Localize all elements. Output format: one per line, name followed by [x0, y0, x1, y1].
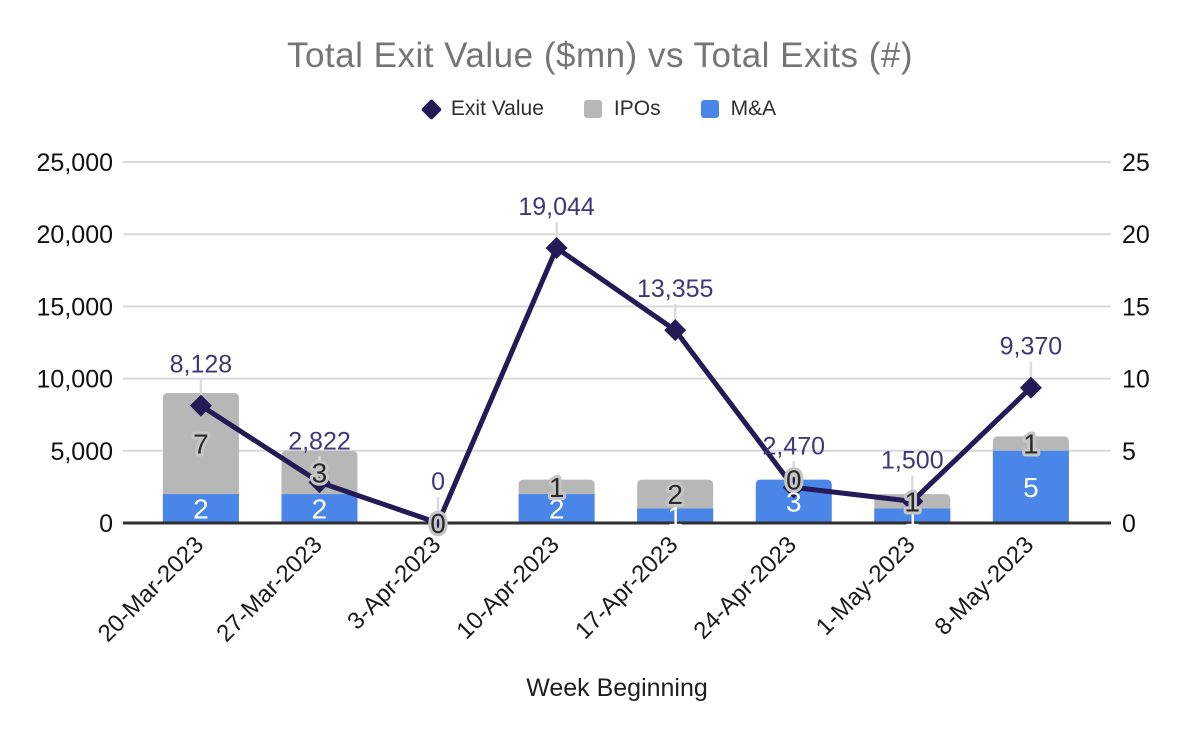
x-axis-label: 3-Apr-2023: [342, 531, 446, 635]
ipos-segment-label: 1: [549, 472, 565, 503]
x-axis-label: 24-Apr-2023: [689, 531, 802, 644]
legend-label: IPOs: [613, 97, 661, 120]
x-axis-label: 17-Apr-2023: [570, 531, 683, 644]
exit-value-point[interactable]: [545, 237, 568, 260]
exit-value-label: 19,044: [518, 193, 595, 221]
ipos-segment-label: 1: [905, 486, 921, 517]
exit-value-point[interactable]: [189, 394, 212, 417]
mna-bar-segment[interactable]: [281, 494, 358, 523]
square-marker-icon: [700, 100, 719, 118]
mna-segment-label: 5: [1023, 472, 1039, 503]
square-marker-icon: [583, 100, 602, 118]
exit-value-label: 2,470: [762, 432, 825, 460]
exit-value-point[interactable]: [1019, 376, 1042, 399]
ipos-segment-label: 1: [1023, 429, 1039, 460]
mna-segment-label: 2: [193, 494, 209, 525]
mna-segment-label: 1: [667, 501, 683, 532]
legend-label: Exit Value: [450, 97, 544, 120]
ipos-segment-label: 0: [786, 465, 802, 496]
ipos-segment-label: 3: [312, 457, 328, 488]
left-axis-tick: 15,000: [37, 293, 113, 321]
exit-value-label: 13,355: [637, 275, 713, 303]
x-axis-label: 10-Apr-2023: [451, 531, 564, 644]
right-axis-tick: 20: [1122, 221, 1150, 249]
exit-value-label: 1,500: [881, 446, 944, 474]
right-axis-tick: 5: [1122, 438, 1136, 466]
mna-bar-segment[interactable]: [992, 450, 1069, 523]
legend-item-exit-value[interactable]: Exit Value: [420, 97, 544, 121]
legend-label: M&A: [730, 97, 777, 120]
left-axis-tick: 5,000: [50, 438, 113, 466]
mna-segment-label: 3: [786, 486, 802, 517]
exit-value-point[interactable]: [664, 319, 687, 342]
ipos-segment-label: 2: [667, 479, 683, 510]
x-axis-label: 27-Mar-2023: [211, 531, 327, 647]
exit-value-point[interactable]: [782, 476, 805, 499]
left-axis-tick: 20,000: [37, 221, 113, 249]
mna-segment-label: 2: [312, 494, 328, 525]
left-axis-tick: 0: [99, 510, 113, 538]
exit-value-point[interactable]: [427, 512, 450, 534]
exit-value-label: 9,370: [1000, 333, 1063, 361]
exit-value-label: 0: [431, 468, 445, 496]
mna-bar-segment[interactable]: [518, 494, 595, 523]
left-axis-tick: 25,000: [37, 149, 113, 177]
mna-bar-segment[interactable]: [874, 508, 951, 523]
mna-segment-label: 2: [549, 494, 565, 525]
right-axis-tick: 25: [1122, 149, 1150, 177]
exit-value-label: 8,128: [170, 351, 233, 379]
legend: Exit Value IPOs M&A: [0, 97, 1200, 121]
legend-item-ipos[interactable]: IPOs: [583, 97, 661, 121]
exit-value-point[interactable]: [308, 471, 331, 494]
mna-bar-segment[interactable]: [637, 508, 714, 523]
x-axis-label: 20-Mar-2023: [93, 531, 209, 647]
left-axis-tick: 10,000: [37, 366, 113, 394]
ipos-segment-label: 7: [193, 429, 209, 460]
right-axis-tick: 15: [1122, 293, 1150, 321]
ipos-segment-label: 0: [430, 508, 446, 539]
exit-value-line: [198, 245, 1034, 526]
x-axis-label: 8-May-2023: [929, 531, 1039, 641]
exit-value-point[interactable]: [901, 490, 924, 513]
x-axis-label: 1-May-2023: [811, 531, 921, 641]
legend-item-m-a[interactable]: M&A: [700, 97, 777, 121]
right-axis-tick: 0: [1122, 510, 1136, 538]
mna-bar-segment[interactable]: [162, 494, 239, 523]
x-axis-title: Week Beginning: [526, 674, 708, 702]
ipos-bar-segment[interactable]: [162, 393, 239, 523]
mna-segment-label: 1: [905, 501, 921, 532]
exit-value-label: 2,822: [288, 427, 351, 455]
right-axis-tick: 10: [1122, 366, 1150, 394]
chart-title: Total Exit Value ($mn) vs Total Exits (#…: [286, 36, 914, 75]
